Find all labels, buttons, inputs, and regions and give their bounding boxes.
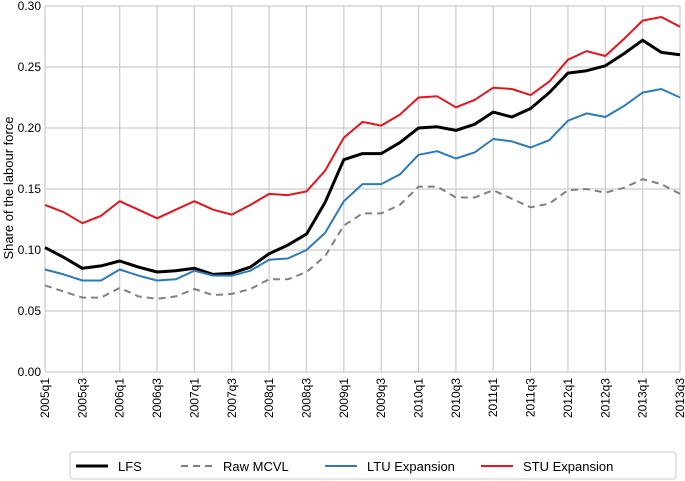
series-line-raw-mcvl (44, 178, 681, 300)
grid (44, 5, 681, 373)
x-tick-label: 2005q3 (75, 378, 89, 418)
y-axis-title: Share of the labour force (1, 116, 16, 259)
x-tick-label: 2010q3 (449, 378, 463, 418)
series-line-lfs (44, 38, 681, 276)
legend-box (69, 451, 677, 480)
y-tick-label: 0.00 (18, 365, 42, 379)
y-tick-label: 0.25 (18, 60, 42, 74)
legend-label: Raw MCVL (223, 459, 289, 474)
series-line-ltu-expansion (44, 88, 681, 282)
x-tick-label: 2008q3 (299, 378, 313, 418)
y-tick-label: 0.20 (18, 121, 42, 135)
x-tick-label: 2012q3 (598, 378, 612, 418)
x-tick-label: 2013q1 (636, 378, 650, 418)
x-tick-label: 2012q1 (561, 378, 575, 418)
legend-label: LTU Expansion (367, 459, 455, 474)
x-tick-label: 2007q3 (225, 378, 239, 418)
x-tick-label: 2007q1 (187, 378, 201, 418)
y-axis-ticks: 0.00 0.05 0.10 0.15 0.20 0.25 0.30 (18, 0, 42, 379)
x-tick-label: 2011q3 (524, 378, 538, 417)
y-tick-label: 0.15 (18, 182, 42, 196)
y-tick-label: 0.10 (18, 243, 42, 257)
x-tick-label: 2006q1 (113, 378, 127, 418)
x-tick-label: 2010q1 (412, 378, 426, 418)
x-tick-label: 2005q1 (38, 378, 52, 418)
x-tick-label: 2013q3 (673, 378, 685, 418)
x-axis-ticks: 2005q1 2005q3 2006q1 2006q3 2007q1 2007q3 2008… (38, 378, 685, 418)
x-tick-label: 2009q3 (374, 378, 388, 418)
legend-label: LFS (118, 459, 142, 474)
y-tick-label: 0.05 (18, 304, 42, 318)
y-tick-label: 0.30 (18, 0, 42, 13)
series-lines (44, 16, 681, 300)
x-tick-label: 2006q3 (150, 378, 164, 418)
x-tick-label: 2009q1 (337, 378, 351, 418)
legend-label: STU Expansion (523, 459, 613, 474)
x-tick-label: 2011q1 (486, 378, 500, 417)
x-tick-label: 2008q1 (262, 378, 276, 418)
legend: LFS Raw MCVL LTU Expansion STU Expansion (69, 451, 677, 480)
series-line-stu-expansion (44, 16, 681, 225)
